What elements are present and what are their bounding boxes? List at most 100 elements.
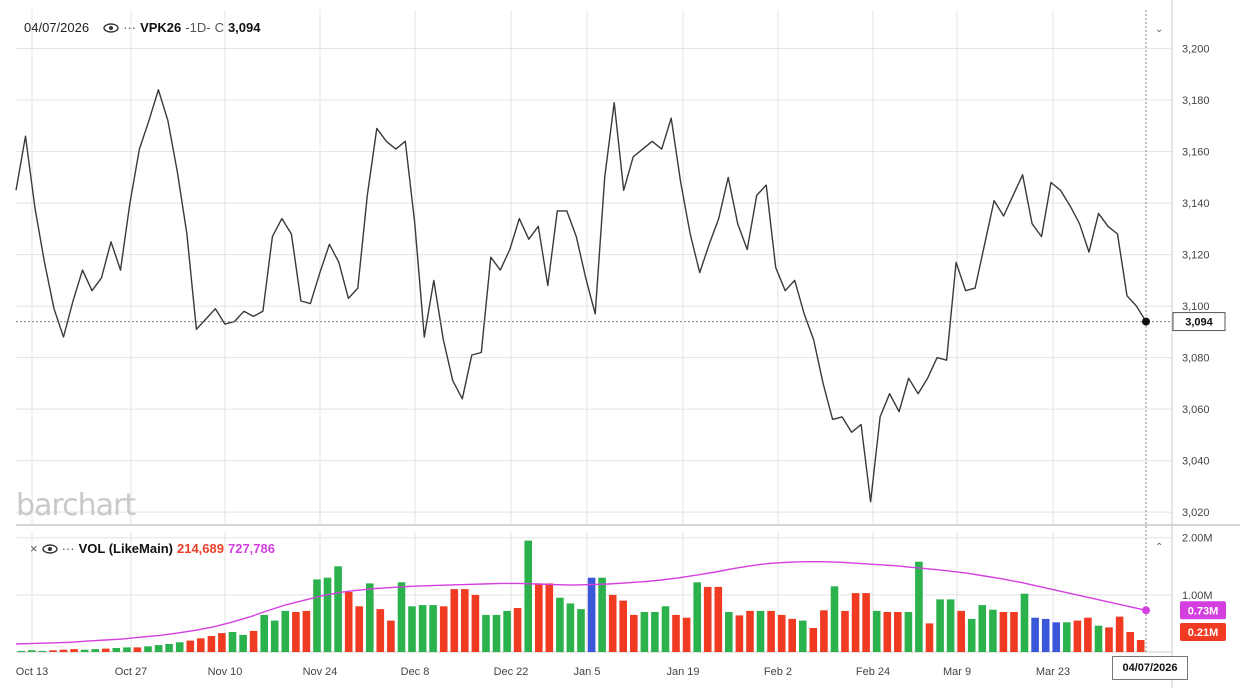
volume-bar — [925, 623, 934, 652]
volume-bar — [904, 612, 913, 652]
volume-layer — [15, 540, 1150, 652]
volume-bar — [714, 586, 723, 652]
volume-bar — [535, 583, 543, 652]
grid-layer — [16, 0, 1240, 688]
volume-bar — [112, 648, 121, 652]
volume-tag: 0.21M — [1188, 627, 1219, 639]
volume-bar — [862, 593, 870, 652]
price-tick-label: 3,160 — [1182, 147, 1210, 159]
header-interval: -1D- — [185, 20, 211, 35]
volume-bar — [661, 606, 670, 652]
volume-bar — [1073, 620, 1082, 652]
crosshair-date-box: 04/07/2026 — [1112, 656, 1188, 680]
volume-bar — [725, 612, 733, 652]
volume-bar — [883, 612, 892, 652]
ma-tag-box — [1180, 601, 1226, 620]
last-price-marker — [1142, 317, 1150, 326]
volume-ma-marker — [1142, 606, 1150, 615]
header-dots[interactable]: ··· — [123, 20, 137, 35]
volume-bar — [756, 610, 765, 652]
volume-bar — [978, 605, 987, 652]
volume-bar — [334, 566, 342, 652]
volume-bar — [999, 612, 1008, 652]
volume-bar — [841, 610, 849, 652]
volume-tick-label: 1.00M — [1182, 590, 1213, 602]
volume-bar — [777, 614, 786, 652]
volume-bar — [144, 646, 152, 652]
volume-bar — [587, 577, 596, 652]
volume-bar — [91, 649, 99, 652]
volume-bar — [640, 612, 649, 652]
volume-bar — [59, 649, 68, 652]
volume-bar — [461, 589, 469, 652]
volume-bar — [249, 630, 258, 652]
price-tick-label: 3,120 — [1182, 250, 1210, 262]
volume-bar — [154, 645, 163, 652]
volume-bar — [682, 617, 691, 652]
price-tick-label: 3,100 — [1182, 301, 1210, 313]
volume-bar — [1105, 627, 1113, 652]
volume-bar — [566, 603, 575, 652]
volume-ma-value: 727,786 — [227, 541, 275, 556]
volume-close-icon[interactable]: × — [30, 541, 38, 556]
volume-bar — [439, 606, 448, 652]
volume-bar — [672, 614, 680, 652]
volume-bar — [102, 648, 110, 652]
volume-label: VOL (LikeMain) — [78, 541, 173, 556]
volume-bar — [1094, 625, 1103, 652]
x-tick-label: Feb 24 — [856, 666, 890, 678]
volume-bar — [344, 592, 353, 652]
volume-bar — [936, 599, 944, 652]
volume-bar — [915, 561, 923, 652]
volume-bar — [366, 583, 374, 652]
volume-bar — [872, 610, 881, 652]
price-layer — [15, 10, 1172, 652]
volume-bar — [408, 606, 416, 652]
header-symbol: VPK26 — [140, 20, 182, 35]
price-panel-collapse-icon[interactable]: ⌄ — [1155, 24, 1164, 35]
volume-bar — [376, 609, 385, 652]
volume-bar — [1010, 612, 1018, 652]
volume-bar — [165, 644, 173, 652]
last-price-tag-box — [1172, 312, 1226, 332]
volume-bar — [1126, 632, 1134, 652]
volume-bar — [735, 615, 744, 652]
x-tick-label: Nov 10 — [208, 666, 243, 678]
volume-bar — [630, 614, 638, 652]
barchart-watermark: barchart — [16, 488, 136, 523]
volume-bar — [1031, 617, 1039, 652]
x-tick-label: Mar 23 — [1036, 666, 1070, 678]
volume-bar — [503, 610, 511, 652]
volume-panel-collapse-icon[interactable]: ⌃ — [1155, 542, 1164, 553]
volume-bar — [693, 582, 701, 652]
volume-bar — [851, 593, 860, 652]
price-series-line — [15, 89, 1147, 503]
volume-tick-label: 2.00M — [1182, 533, 1213, 545]
volume-bar — [70, 649, 78, 652]
volume-bar — [450, 589, 459, 652]
volume-bar — [482, 614, 490, 652]
volume-bar — [545, 583, 554, 652]
volume-bar — [292, 612, 300, 652]
x-tick-label: Nov 24 — [303, 666, 338, 678]
price-header: 04/07/2026 ··· VPK26 -1D- C 3,094 — [24, 20, 261, 35]
volume-eye-icon[interactable] — [41, 543, 58, 554]
volume-bar — [38, 650, 47, 652]
volume-bar — [1136, 640, 1145, 652]
x-tick-label: Jan 19 — [666, 666, 699, 678]
volume-bar — [619, 600, 627, 652]
eye-icon[interactable] — [103, 22, 119, 33]
ma-tag: 0.73M — [1188, 605, 1219, 617]
volume-bar — [49, 650, 57, 652]
header-close-value: 3,094 — [227, 20, 261, 35]
volume-bar — [387, 620, 395, 652]
price-tick-label: 3,080 — [1182, 353, 1210, 365]
price-tick-label: 3,060 — [1182, 404, 1210, 416]
volume-bar — [946, 599, 955, 652]
volume-dots[interactable]: ··· — [61, 541, 75, 556]
volume-bar — [513, 608, 522, 652]
volume-bar — [123, 647, 131, 652]
volume-tag-box — [1180, 623, 1226, 641]
